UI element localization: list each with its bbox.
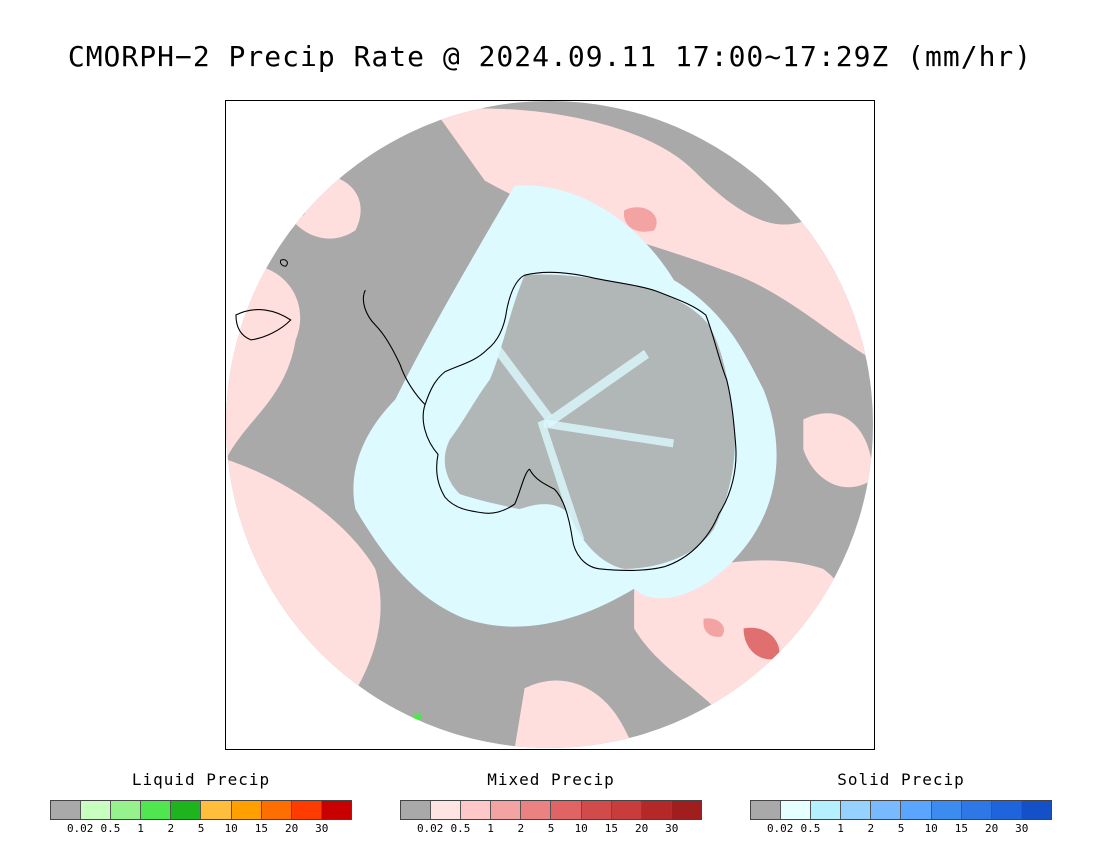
legend-swatch — [461, 801, 492, 819]
legend-tick-label: 0.5 — [100, 822, 121, 835]
legend-swatch — [871, 801, 902, 819]
legend-swatch — [841, 801, 872, 819]
legend-swatch — [931, 801, 962, 819]
legend-swatches — [400, 800, 702, 820]
legend-swatch — [991, 801, 1022, 819]
legend-swatch — [431, 801, 462, 819]
legend-tick-label: 10 — [924, 822, 938, 835]
legend-swatch — [401, 801, 432, 819]
legend-mixed-precip: Mixed Precip 0.02 0.5 1 2 5 10 15 20 30 — [400, 770, 702, 835]
island-coastline — [280, 259, 288, 267]
mixed-moderate-patch-3 — [285, 199, 306, 217]
legend-tick-label: 5 — [897, 822, 905, 835]
legend-tick-label: 1 — [137, 822, 144, 835]
legend-swatch — [51, 801, 82, 819]
legend-tick-label: 0.5 — [450, 822, 471, 835]
legend-swatch — [901, 801, 932, 819]
legend-swatch — [231, 801, 262, 819]
precip-disk — [226, 101, 873, 748]
legend-swatches — [50, 800, 352, 820]
legend-title: Liquid Precip — [131, 770, 271, 789]
legend-tick-label: 10 — [574, 822, 588, 835]
solid-precip-streak-4 — [537, 419, 585, 542]
legend-tick-label: 1 — [487, 822, 494, 835]
mixed-precip-area-north — [435, 108, 873, 360]
legend-ticks: 0.02 0.5 1 2 5 10 15 20 30 — [400, 822, 702, 836]
legend-swatch — [171, 801, 202, 819]
legend-tick-label: 0.02 — [66, 822, 94, 835]
legend-swatch — [111, 801, 142, 819]
legend-tick-label: 2 — [517, 822, 525, 835]
legend-solid-precip: Solid Precip 0.02 0.5 1 2 5 10 15 20 30 — [750, 770, 1052, 835]
legend-swatch — [811, 801, 842, 819]
continent-interior-field — [444, 274, 735, 569]
legend-swatch — [291, 801, 322, 819]
legend-tick-label: 20 — [984, 822, 999, 835]
legend-ticks: 0.02 0.5 1 2 5 10 15 20 30 — [750, 822, 1052, 836]
legend-title: Mixed Precip — [487, 770, 615, 789]
legend-ticks: 0.02 0.5 1 2 5 10 15 20 30 — [50, 822, 352, 836]
polar-precip-map — [226, 101, 873, 748]
legend-swatch — [521, 801, 552, 819]
legend-tick-label: 0.02 — [766, 822, 794, 835]
solid-precip-swirl — [415, 459, 485, 542]
legend-swatch — [491, 801, 522, 819]
legend-swatch — [551, 801, 582, 819]
mixed-strong-patch — [743, 627, 780, 660]
legend-tick-label: 0.02 — [416, 822, 444, 835]
legend-tick-label: 30 — [665, 822, 679, 835]
legend-swatch — [1021, 801, 1051, 819]
map-frame — [225, 100, 875, 750]
liquid-precip-patch — [413, 714, 422, 721]
mixed-moderate-patch — [623, 207, 657, 232]
legend-tick-label: 5 — [547, 822, 555, 835]
legend-swatches — [750, 800, 1052, 820]
south-america-coastline — [235, 309, 292, 341]
legend-swatch — [781, 801, 812, 819]
legend-swatch — [671, 801, 701, 819]
legend-swatch — [201, 801, 232, 819]
legend-swatch — [321, 801, 351, 819]
legend-tick-label: 1 — [837, 822, 844, 835]
legend-liquid-precip: Liquid Precip 0.02 0.5 1 2 5 10 15 20 30 — [50, 770, 352, 835]
mixed-precip-area-east — [803, 413, 873, 488]
legend-tick-label: 15 — [254, 822, 269, 835]
legend-tick-label: 5 — [197, 822, 205, 835]
legend-tick-label: 2 — [167, 822, 175, 835]
map-title: CMORPH−2 Precip Rate @ 2024.09.11 17:00~… — [67, 40, 1033, 73]
legend-tick-label: 20 — [634, 822, 649, 835]
legend-swatch — [261, 801, 292, 819]
legend-title: Solid Precip — [837, 770, 965, 789]
legend-tick-label: 15 — [604, 822, 619, 835]
solid-precip-streak — [544, 349, 650, 428]
antarctic-peninsula-coastline — [362, 289, 426, 405]
legend-tick-label: 30 — [1015, 822, 1029, 835]
legend-swatch — [751, 801, 782, 819]
solid-precip-streak-2 — [484, 335, 553, 420]
legend-tick-label: 10 — [224, 822, 238, 835]
legend-tick-label: 15 — [954, 822, 969, 835]
legend-swatch — [141, 801, 172, 819]
legend-swatch — [641, 801, 672, 819]
legend-swatch — [961, 801, 992, 819]
legend-tick-label: 20 — [284, 822, 299, 835]
solid-precip-streak-3 — [543, 419, 674, 448]
legend-swatch — [581, 801, 612, 819]
legend-tick-label: 30 — [315, 822, 329, 835]
legend-tick-label: 2 — [867, 822, 875, 835]
legend-swatch — [611, 801, 642, 819]
mixed-precip-area-south — [514, 680, 635, 748]
mixed-moderate-patch-2 — [703, 618, 724, 637]
legend-swatch — [81, 801, 112, 819]
legend-tick-label: 0.5 — [800, 822, 821, 835]
antarctica-coastline — [422, 271, 737, 572]
